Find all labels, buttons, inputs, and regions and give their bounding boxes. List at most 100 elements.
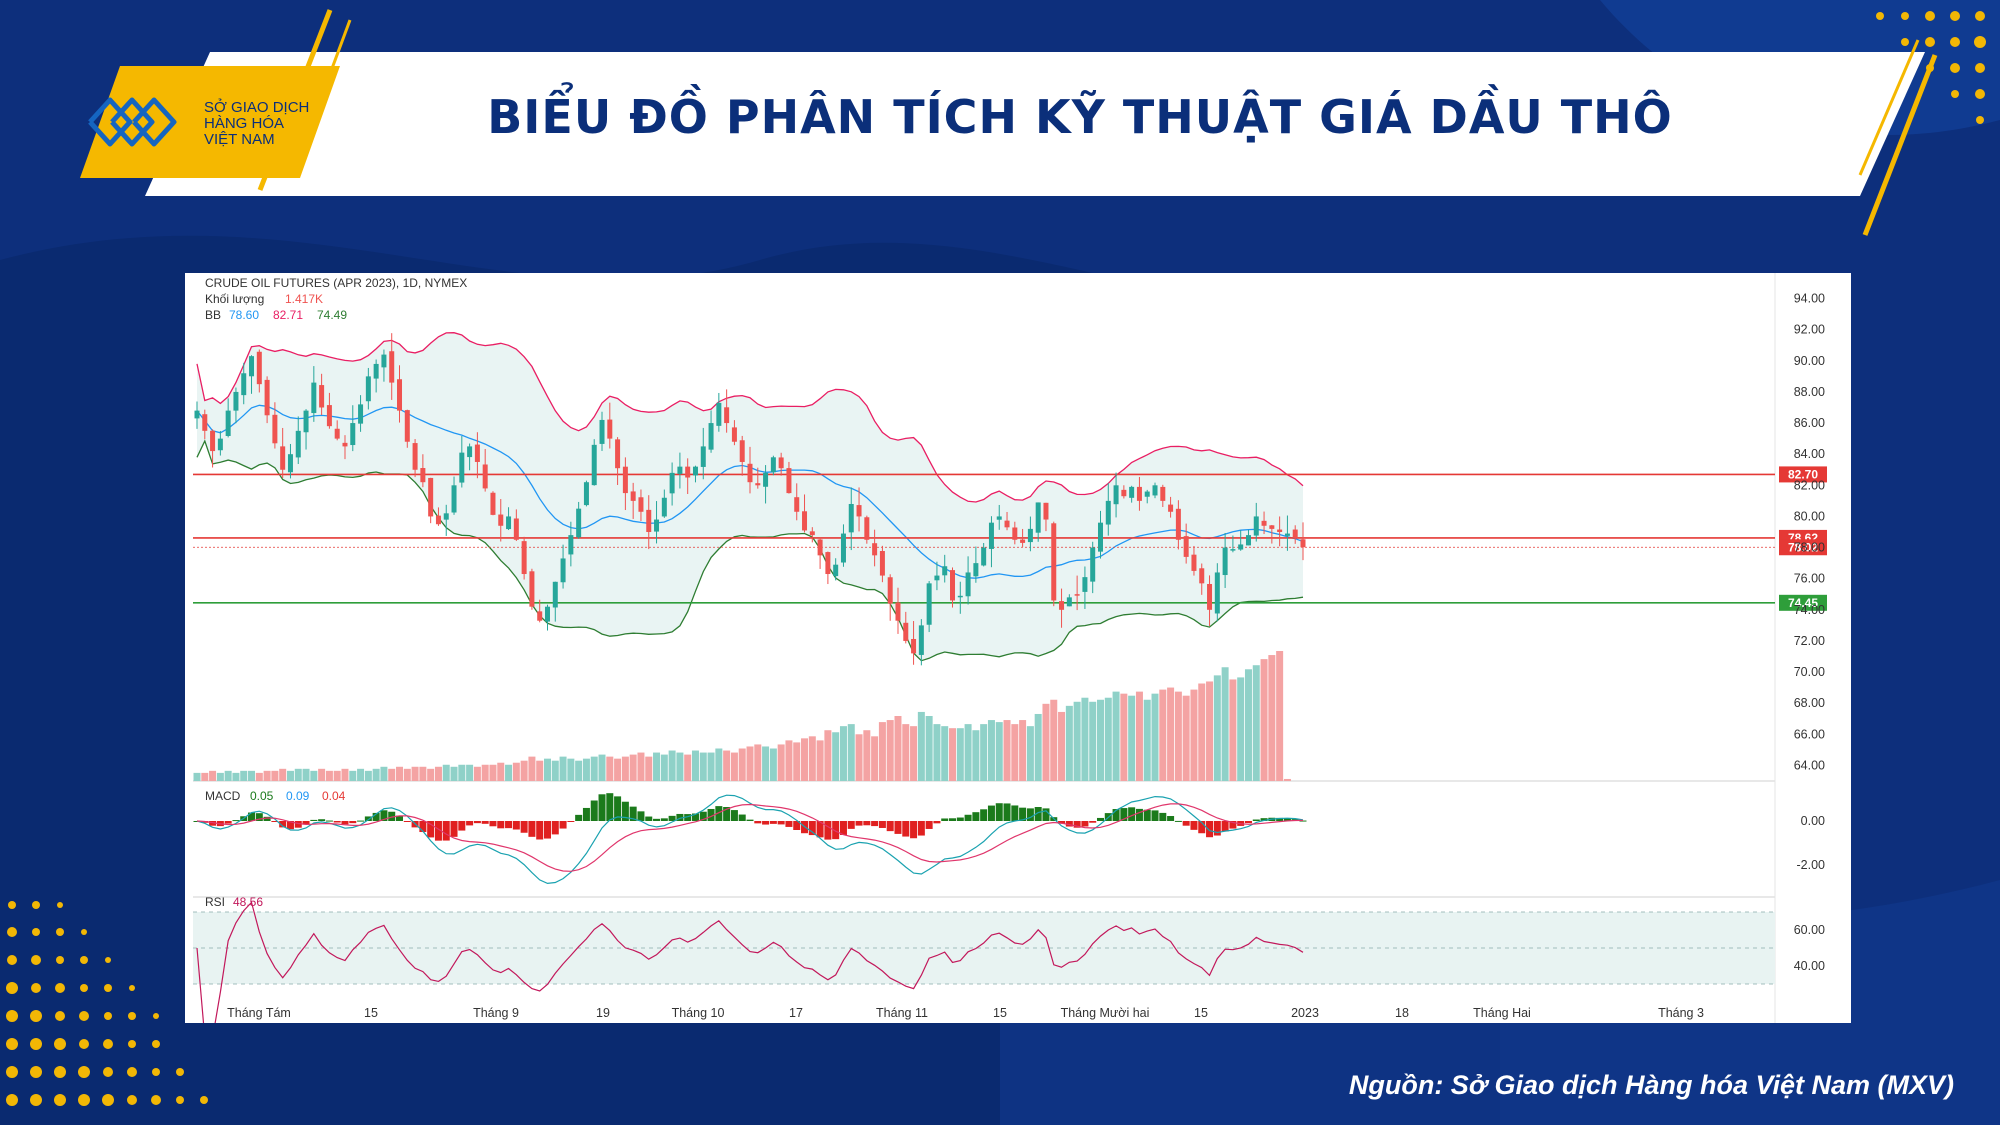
candle-body bbox=[848, 503, 854, 533]
candle-body bbox=[1245, 535, 1251, 546]
candle-body bbox=[303, 410, 309, 433]
volume-bar bbox=[762, 746, 770, 781]
candle-body bbox=[739, 440, 745, 462]
macd-histogram-bar bbox=[1081, 821, 1089, 827]
candle-body bbox=[599, 419, 605, 444]
candle-body bbox=[708, 423, 714, 450]
volume-bar bbox=[357, 768, 365, 781]
candle-body bbox=[389, 351, 395, 383]
candle-body bbox=[217, 438, 223, 451]
page-title: BIỂU ĐỒ PHÂN TÍCH KỸ THUẬT GIÁ DẦU THÔ bbox=[487, 90, 1673, 144]
macd-histogram-bar bbox=[388, 811, 396, 821]
x-axis-label: Tháng 11 bbox=[876, 1006, 928, 1020]
bb-legend-mid: 78.60 bbox=[229, 308, 259, 322]
candle-body bbox=[358, 404, 364, 424]
candle-body bbox=[521, 541, 527, 575]
candle-body bbox=[763, 472, 769, 487]
candle-body bbox=[1277, 529, 1283, 532]
price-tick-label: 94.00 bbox=[1794, 292, 1825, 306]
macd-histogram-bar bbox=[871, 821, 879, 827]
volume-bar bbox=[925, 716, 933, 781]
price-level-tag bbox=[1779, 539, 1827, 556]
candle-body bbox=[428, 477, 434, 517]
candle-body bbox=[591, 444, 597, 486]
candle-body bbox=[1035, 502, 1041, 533]
macd-histogram-bar bbox=[427, 821, 435, 838]
volume-bar bbox=[839, 726, 847, 781]
candle-body bbox=[373, 363, 379, 379]
volume-bar bbox=[847, 724, 855, 781]
macd-histogram-bar bbox=[1159, 812, 1167, 821]
macd-histogram-bar bbox=[357, 820, 365, 822]
macd-histogram-bar bbox=[621, 801, 629, 821]
macd-histogram-bar bbox=[645, 816, 653, 821]
macd-histogram-bar bbox=[318, 819, 326, 821]
candle-body bbox=[895, 602, 901, 621]
macd-histogram-bar bbox=[762, 821, 770, 825]
rsi-line bbox=[196, 901, 1304, 1023]
candle-body bbox=[435, 515, 441, 525]
macd-histogram-bar bbox=[699, 811, 707, 821]
bb-legend-up: 82.71 bbox=[273, 308, 303, 322]
candle-body bbox=[1090, 547, 1096, 582]
macd-histogram-bar bbox=[614, 796, 622, 821]
candle-body bbox=[1152, 485, 1158, 496]
candle-body bbox=[560, 558, 566, 583]
macd-histogram-bar bbox=[1011, 805, 1019, 821]
macd-histogram-bar bbox=[372, 812, 380, 821]
volume-bar bbox=[1167, 687, 1175, 781]
price-tick-label: 82.00 bbox=[1794, 478, 1825, 492]
volume-bar bbox=[1276, 651, 1284, 781]
candle-body bbox=[1129, 486, 1135, 498]
candle-body bbox=[490, 492, 496, 515]
candle-body bbox=[825, 552, 831, 575]
bollinger-fill bbox=[197, 332, 1303, 661]
candle-body bbox=[942, 566, 948, 576]
candle-body bbox=[513, 518, 519, 540]
candle-body bbox=[700, 446, 706, 467]
x-axis-label: Tháng 9 bbox=[473, 1006, 519, 1020]
rsi-band bbox=[193, 912, 1775, 984]
macd-histogram-bar bbox=[473, 821, 481, 824]
volume-bar bbox=[598, 754, 606, 781]
candle-body bbox=[1253, 516, 1259, 536]
volume-bar bbox=[1089, 701, 1097, 781]
candle-body bbox=[716, 402, 722, 426]
volume-bar bbox=[715, 748, 723, 781]
volume-bar bbox=[559, 756, 567, 781]
macd-histogram-bar bbox=[1299, 820, 1307, 822]
macd-histogram-bar bbox=[302, 821, 310, 825]
volume-bar bbox=[466, 764, 474, 781]
candle-body bbox=[420, 468, 426, 483]
macd-histogram-bar bbox=[1019, 807, 1027, 821]
volume-bar bbox=[894, 716, 902, 781]
candle-body bbox=[615, 439, 621, 469]
price-tick-label: 90.00 bbox=[1794, 354, 1825, 368]
macd-histogram-bar bbox=[279, 821, 287, 828]
candle-body bbox=[451, 485, 457, 513]
candle-body bbox=[311, 382, 317, 414]
x-axis-label: 19 bbox=[596, 1006, 610, 1020]
candle-body bbox=[950, 570, 956, 601]
volume-bar bbox=[606, 756, 614, 781]
volume-bar bbox=[871, 736, 879, 781]
logo-line-2: HÀNG HÓA bbox=[204, 115, 285, 132]
macd-histogram-bar bbox=[660, 818, 668, 821]
macd-histogram-bar bbox=[980, 809, 988, 821]
volume-bar bbox=[380, 766, 388, 781]
macd-histogram-bar bbox=[964, 814, 972, 821]
volume-bar bbox=[1268, 655, 1276, 781]
volume-bar bbox=[396, 766, 404, 781]
price-level-tag bbox=[1779, 466, 1827, 483]
candle-body bbox=[194, 410, 200, 419]
macd-histogram-bar bbox=[1167, 816, 1175, 821]
candle-body bbox=[544, 606, 550, 622]
macd-histogram-bar bbox=[894, 821, 902, 834]
macd-histogram-bar bbox=[754, 821, 762, 824]
candle-body bbox=[1082, 577, 1088, 592]
macd-histogram-bar bbox=[271, 821, 279, 822]
candle-body bbox=[256, 351, 262, 385]
volume-bar bbox=[1096, 699, 1104, 781]
volume-bar bbox=[458, 764, 466, 781]
